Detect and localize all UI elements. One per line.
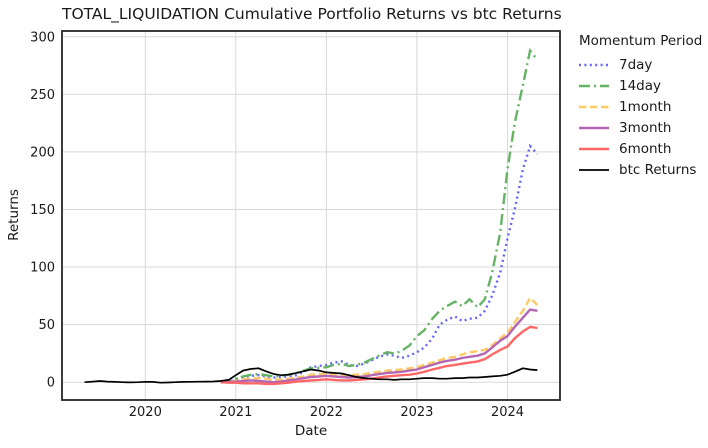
plot-border — [61, 30, 561, 401]
legend-item-label: 14day — [619, 77, 662, 94]
x-axis-label: Date — [294, 423, 328, 439]
x-tick-label: 2021 — [219, 405, 252, 420]
legend-item-3month: 3month — [578, 117, 702, 138]
chart-title: TOTAL_LIQUIDATION Cumulative Portfolio R… — [62, 5, 562, 23]
legend-line-sample — [579, 147, 609, 150]
y-tick-label: 200 — [30, 145, 55, 160]
y-tick-label: 0 — [47, 376, 55, 391]
legend-item-label: 7day — [619, 56, 653, 73]
x-tick-label: 2020 — [129, 405, 162, 420]
x-tick-label: 2023 — [400, 405, 433, 420]
legend-item-1month: 1month — [578, 96, 702, 117]
y-tick-label: 100 — [30, 261, 55, 276]
series-line-3month — [220, 308, 538, 384]
legend-line-sample — [579, 168, 609, 171]
y-tick-label: 150 — [30, 203, 55, 218]
legend-line-sample — [579, 84, 609, 87]
y-tick-label: 300 — [30, 30, 55, 45]
legend-item-6month: 6month — [578, 138, 702, 159]
y-axis-label: Returns — [6, 189, 22, 241]
legend-items: 7day 14day 1month 3month 6month btc Returns — [578, 54, 702, 180]
legend-line-sample — [579, 126, 609, 129]
legend: Momentum Period 7day 14day 1month 3month 6mo… — [578, 33, 702, 180]
series-line-1month — [220, 296, 539, 384]
x-tick-label: 2022 — [310, 405, 343, 420]
legend-item-7day: 7day — [578, 54, 702, 75]
x-tick-label: 2024 — [491, 405, 524, 420]
series-line-btc-returns — [84, 367, 538, 384]
legend-line-sample — [579, 105, 609, 108]
legend-item-label: 3month — [619, 119, 672, 136]
series-line-6month — [220, 325, 538, 386]
y-tick-label: 250 — [30, 88, 55, 103]
legend-line-sample — [579, 63, 609, 66]
legend-item-label: 6month — [619, 140, 672, 157]
y-tick-label: 50 — [38, 318, 55, 333]
legend-item-14day: 14day — [578, 75, 702, 96]
legend-title: Momentum Period — [579, 33, 703, 49]
legend-item-label: btc Returns — [619, 161, 697, 178]
legend-item-btc-returns: btc Returns — [578, 159, 702, 180]
series-line-7day — [220, 143, 539, 384]
series-line-14day — [220, 47, 539, 384]
legend-item-label: 1month — [619, 98, 672, 115]
